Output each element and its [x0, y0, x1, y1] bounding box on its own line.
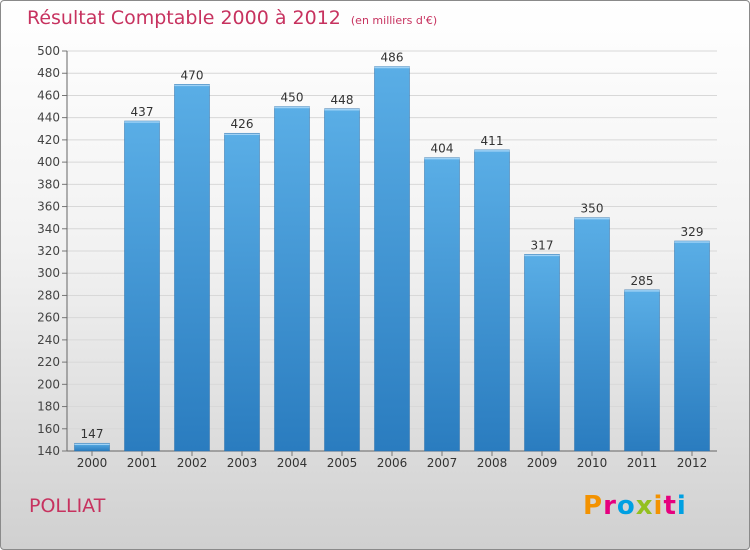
y-tick-label: 320	[37, 244, 60, 258]
bar	[524, 254, 560, 452]
y-tick-label: 220	[37, 355, 60, 369]
y-tick-label: 420	[37, 133, 60, 147]
y-tick-label: 240	[37, 333, 60, 347]
x-tick-label: 2009	[527, 456, 558, 470]
y-tick-label: 280	[37, 288, 60, 302]
y-tick-label: 180	[37, 400, 60, 414]
data-label: 448	[331, 93, 354, 107]
title-units: (en milliers d'€)	[350, 14, 438, 27]
bar	[474, 149, 510, 452]
proxiti-logo: Proxiti	[583, 491, 687, 521]
bar	[174, 84, 210, 452]
bar	[274, 106, 310, 452]
x-tick-label: 2011	[627, 456, 658, 470]
x-tick-label: 2008	[477, 456, 508, 470]
y-tick-label: 200	[37, 377, 60, 391]
commune-name: POLLIAT	[29, 495, 106, 517]
y-tick-label: 400	[37, 155, 60, 169]
data-label: 437	[131, 105, 154, 119]
y-tick-label: 440	[37, 111, 60, 125]
x-tick-label: 2000	[77, 456, 108, 470]
y-tick-label: 260	[37, 311, 60, 325]
y-tick-label: 380	[37, 177, 60, 191]
data-label: 350	[581, 202, 604, 216]
data-label: 285	[631, 274, 654, 288]
x-tick-label: 2006	[377, 456, 408, 470]
data-label: 486	[381, 51, 404, 65]
bar	[424, 157, 460, 452]
y-tick-label: 360	[37, 200, 60, 214]
x-tick-label: 2004	[277, 456, 308, 470]
bar	[224, 132, 260, 452]
data-label: 404	[431, 142, 454, 156]
x-tick-label: 2010	[577, 456, 608, 470]
data-label: 470	[181, 68, 204, 82]
y-tick-label: 480	[37, 66, 60, 80]
y-tick-label: 300	[37, 266, 60, 280]
y-tick-label: 160	[37, 422, 60, 436]
data-label: 147	[81, 427, 104, 441]
title-text: Résultat Comptable 2000 à 2012	[27, 7, 341, 29]
x-tick-label: 2003	[227, 456, 258, 470]
chart-title: Résultat Comptable 2000 à 2012 (en millie…	[27, 7, 437, 29]
x-tick-label: 2007	[427, 456, 458, 470]
x-tick-label: 2005	[327, 456, 358, 470]
data-label: 426	[231, 117, 254, 131]
bar	[324, 108, 360, 452]
y-tick-label: 140	[37, 444, 60, 458]
y-tick-label: 460	[37, 88, 60, 102]
x-tick-label: 2002	[177, 456, 208, 470]
bar	[674, 240, 710, 452]
data-label: 450	[281, 91, 304, 105]
bar	[374, 66, 410, 452]
x-tick-label: 2001	[127, 456, 158, 470]
bar	[124, 120, 160, 452]
y-tick-label: 500	[37, 44, 60, 58]
data-label: 329	[681, 225, 704, 239]
data-label: 411	[481, 134, 504, 148]
y-tick-label: 340	[37, 222, 60, 236]
bar	[624, 289, 660, 452]
x-tick-label: 2012	[677, 456, 708, 470]
data-label: 317	[531, 238, 554, 252]
bar	[574, 217, 610, 452]
